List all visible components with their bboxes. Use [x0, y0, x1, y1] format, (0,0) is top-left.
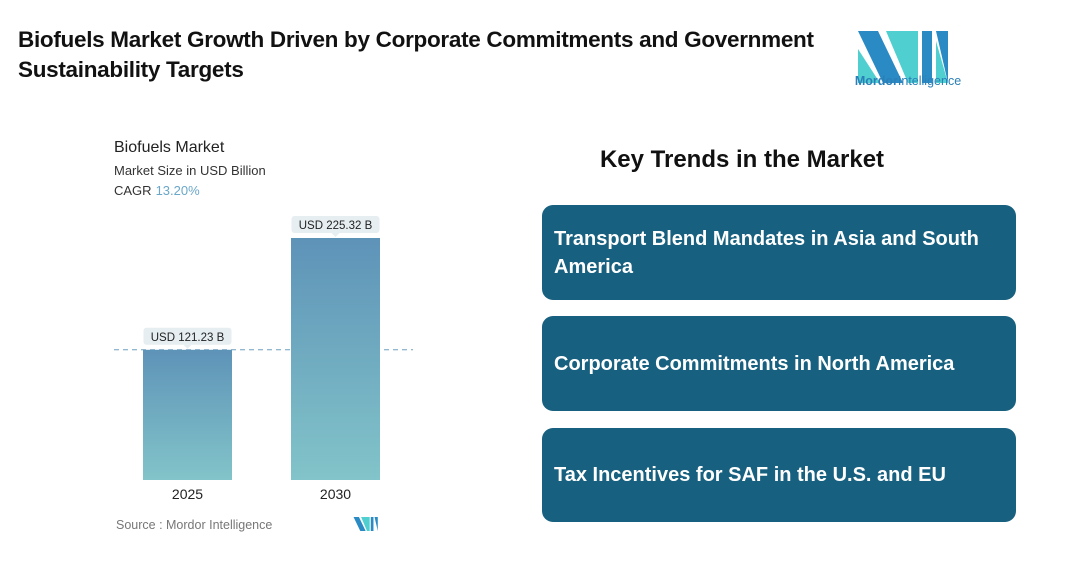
data-label-bg: [291, 216, 380, 233]
data-label: USD 121.23 B: [151, 332, 225, 344]
cagr-label: CAGR: [114, 183, 152, 198]
chart-cagr: CAGR 13.20%: [114, 183, 200, 198]
chart-source: Source : Mordor Intelligence: [116, 518, 273, 532]
logo-text: MordorIntelligence: [822, 74, 994, 88]
trend-card: Corporate Commitments in North America: [542, 316, 1016, 411]
chart-subtitle: Market Size in USD Billion: [114, 163, 266, 178]
trend-text: Transport Blend Mandates in Asia and Sou…: [554, 227, 979, 278]
trend-card: Transport Blend Mandates in Asia and Sou…: [542, 205, 1016, 300]
mordor-logo-icon: [858, 31, 948, 83]
mini-logo-icon: [353, 517, 378, 531]
page-title: Biofuels Market Growth Driven by Corpora…: [18, 27, 814, 82]
bar-2025: [143, 349, 232, 480]
trend-text: Corporate Commitments in North America: [554, 352, 955, 375]
cagr-value: 13.20%: [155, 183, 200, 198]
x-tick-label: 2025: [172, 486, 203, 502]
trend-card: Tax Incentives for SAF in the U.S. and E…: [542, 428, 1016, 522]
data-label-bg: [143, 327, 232, 345]
bar-2030: [291, 238, 380, 480]
chart-title: Biofuels Market: [114, 139, 225, 156]
trend-text: Tax Incentives for SAF in the U.S. and E…: [554, 464, 946, 486]
logo-brand2: Intelligence: [897, 74, 962, 88]
logo-brand: Mordor: [854, 74, 898, 88]
x-tick-label: 2030: [320, 486, 351, 502]
trends-heading: Key Trends in the Market: [599, 146, 885, 173]
data-label-pointer: [183, 344, 192, 349]
data-label-pointer: [331, 233, 340, 237]
data-label: USD 225.32 B: [299, 220, 373, 232]
